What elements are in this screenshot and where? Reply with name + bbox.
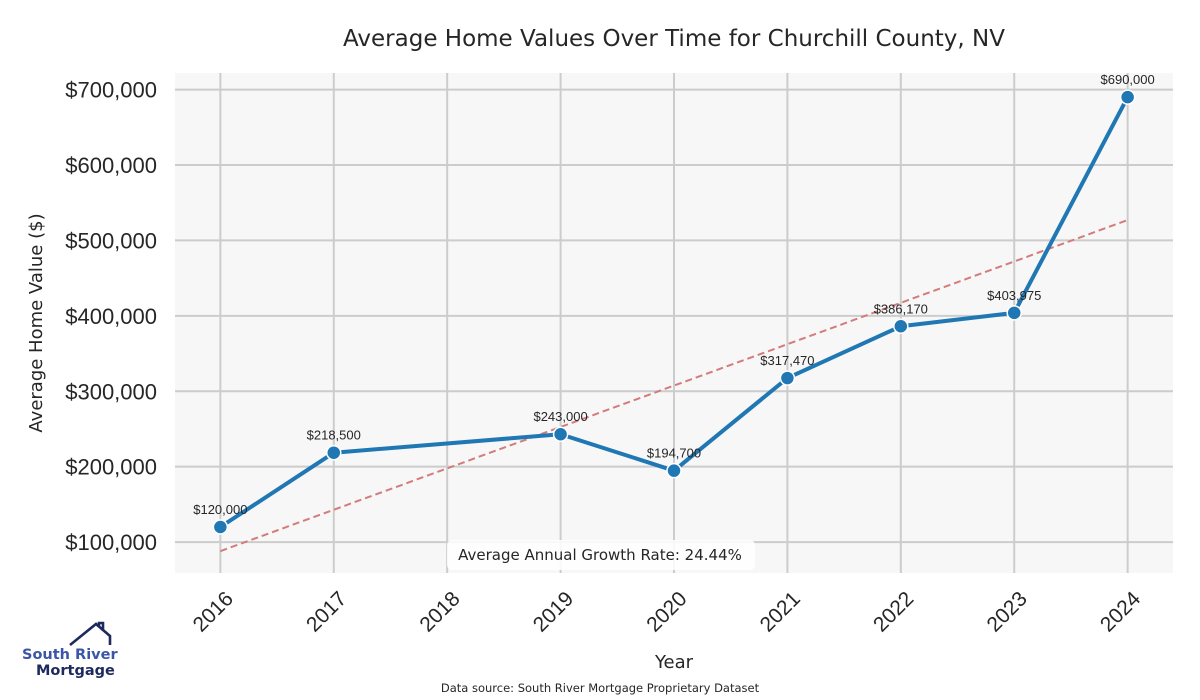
- annotation-text: Average Annual Growth Rate: 24.44%: [458, 546, 742, 564]
- data-point: [326, 444, 342, 461]
- y-tick-label: $200,000: [65, 455, 157, 480]
- data-point: [779, 370, 796, 386]
- x-tick-label: 2022: [869, 587, 918, 636]
- data-label: $386,170: [874, 301, 928, 316]
- x-tick-label: 2023: [982, 587, 1031, 636]
- x-tick-label: 2018: [415, 587, 464, 636]
- value-line: [219, 96, 1130, 529]
- y-tick-label: $300,000: [65, 379, 157, 404]
- x-tick-label: 2020: [642, 587, 691, 636]
- data-point: [1006, 305, 1022, 321]
- y-tick-label: $400,000: [65, 304, 157, 329]
- logo-line2: Mortgage: [36, 663, 115, 679]
- x-tick-label: 2016: [189, 587, 238, 636]
- x-tick-label: 2021: [756, 587, 805, 636]
- x-tick-label: 2019: [529, 587, 578, 636]
- data-point: [893, 318, 909, 335]
- y-tick-label: $700,000: [65, 78, 157, 103]
- data-label: $218,500: [307, 428, 361, 443]
- logo-line1: South River: [22, 647, 118, 663]
- y-tick-label: $600,000: [65, 153, 157, 178]
- data-label: $317,470: [760, 353, 814, 368]
- x-tick-label: 2017: [302, 587, 351, 636]
- y-tick-label: $100,000: [65, 530, 157, 555]
- trend-line: [220, 219, 1128, 553]
- data-source: Data source: South River Mortgage Propri…: [441, 681, 760, 695]
- data-label: $243,000: [533, 409, 587, 424]
- data-points: [212, 89, 1136, 535]
- x-tick-label: 2024: [1096, 587, 1146, 637]
- y-axis-ticks: $100,000 $200,000 $300,000 $400,000 $500,000…: [65, 78, 157, 555]
- south-river-logo: South River Mortgage: [22, 621, 118, 679]
- y-tick-label: $500,000: [65, 228, 157, 253]
- x-axis-label: Year: [654, 652, 694, 673]
- data-labels: $120,000 $218,500 $243,000 $194,700 $317,470…: [193, 72, 1155, 517]
- x-axis-ticks: 2016 2017 2018 2019 2020 2021 2022 2023 2024: [189, 587, 1146, 637]
- house-roof-icon: [69, 621, 112, 647]
- data-point: [212, 519, 229, 535]
- data-label: $120,000: [193, 502, 247, 517]
- data-label: $403,975: [987, 288, 1041, 303]
- data-point: [1119, 89, 1136, 105]
- data-label: $690,000: [1101, 72, 1155, 87]
- y-axis-label: Average Home Value ($): [26, 213, 47, 432]
- data-point: [666, 462, 682, 479]
- growth-rate-annotation: Average Annual Growth Rate: 24.44%: [447, 540, 755, 570]
- chart-title: Average Home Values Over Time for Church…: [343, 26, 1005, 52]
- data-label: $194,700: [647, 446, 701, 461]
- data-point: [552, 426, 569, 442]
- annotation-box: [447, 540, 755, 570]
